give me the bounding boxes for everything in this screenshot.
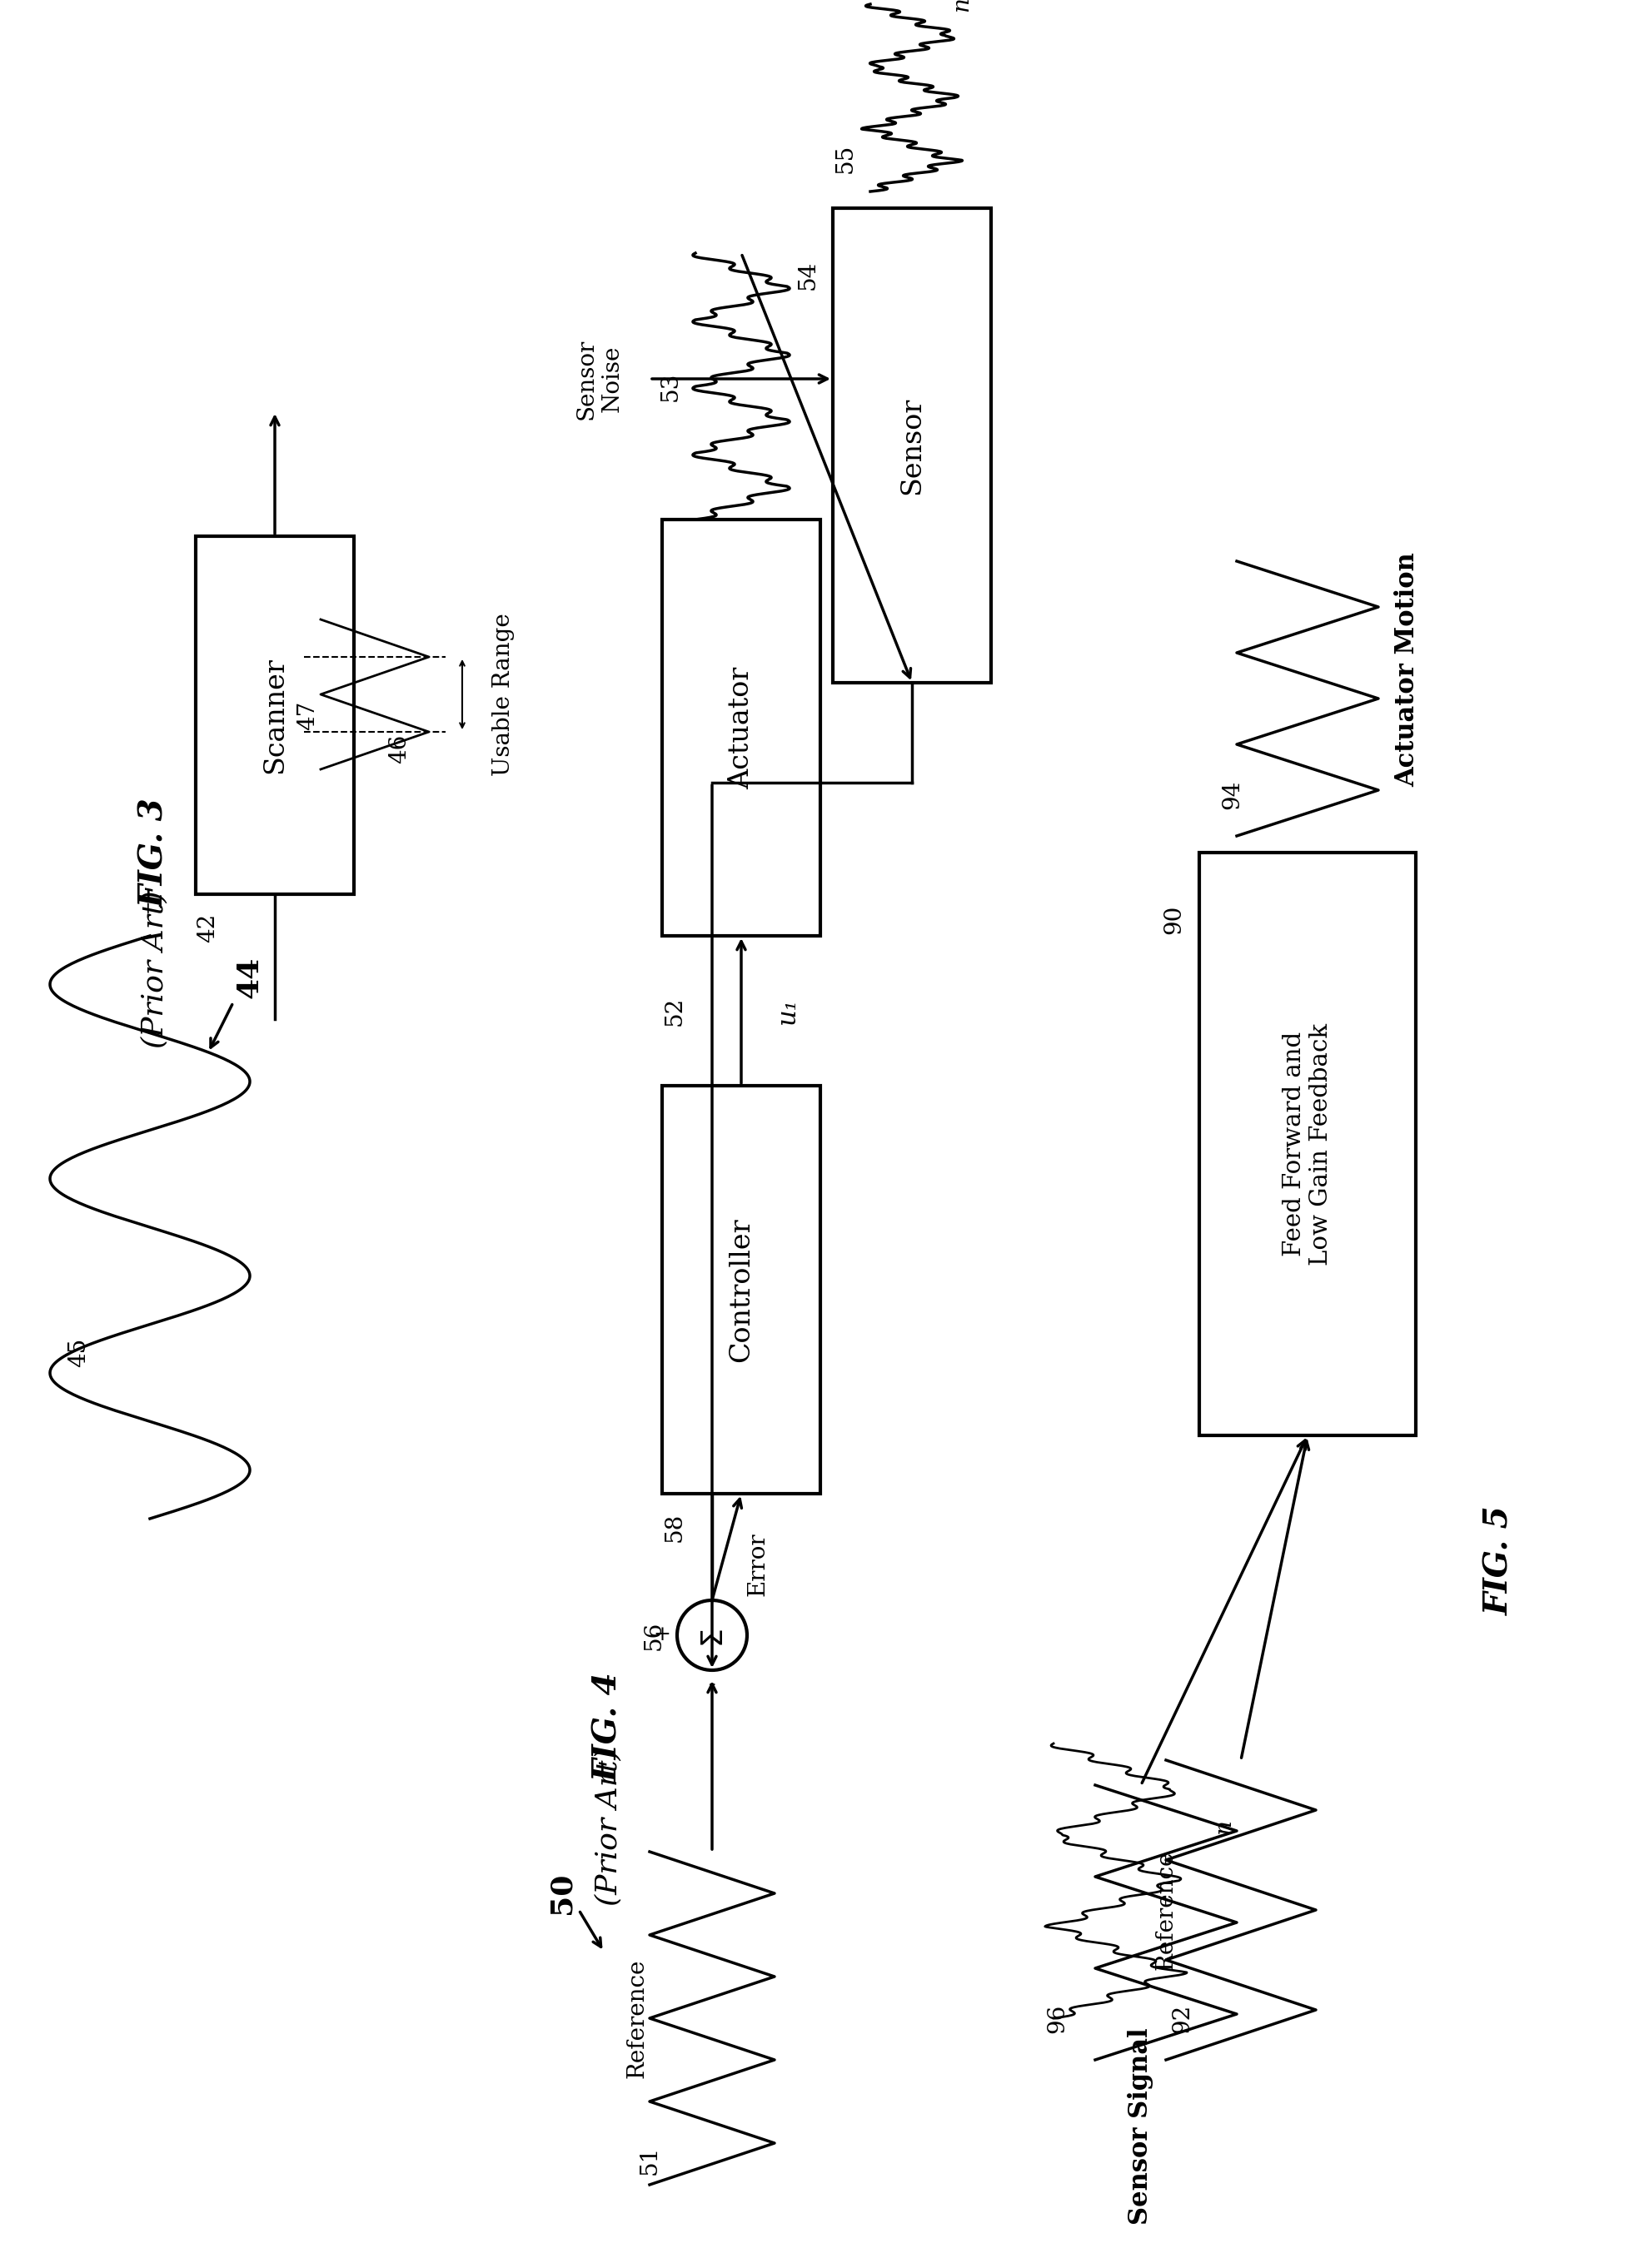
Text: 90: 90 (1163, 905, 1186, 934)
Text: Reference: Reference (625, 1960, 648, 2077)
Text: 42: 42 (196, 912, 219, 941)
Text: 96: 96 (1045, 2003, 1069, 2032)
Text: 46: 46 (388, 735, 411, 762)
Text: FIG. 5: FIG. 5 (1482, 1506, 1514, 1615)
Text: 56: 56 (641, 1622, 665, 1649)
Text: 92: 92 (1171, 2003, 1194, 2032)
Text: +: + (653, 1626, 671, 1644)
Bar (661, 1086, 820, 1495)
Bar (661, 519, 820, 937)
Text: 55: 55 (834, 143, 856, 172)
Text: Actuator Motion: Actuator Motion (1393, 551, 1420, 787)
Text: n: n (1212, 1819, 1235, 1835)
Text: 45: 45 (68, 1338, 91, 1368)
Text: 44: 44 (236, 957, 264, 998)
Text: Sensor Signal: Sensor Signal (1128, 2028, 1153, 2225)
Text: Error: Error (747, 1533, 768, 1597)
Text: 51: 51 (638, 2146, 661, 2175)
Bar (833, 209, 991, 683)
Text: 54: 54 (796, 261, 818, 290)
Text: FIG. 4: FIG. 4 (592, 1672, 623, 1783)
Text: Actuator: Actuator (727, 667, 754, 789)
Text: 53: 53 (660, 372, 681, 401)
Text: Reference: Reference (1154, 1851, 1177, 1969)
Text: 50: 50 (547, 1873, 576, 1914)
Text: n: n (950, 0, 973, 11)
Text: Σ: Σ (698, 1626, 726, 1644)
Text: FIG. 3: FIG. 3 (139, 798, 170, 907)
Bar (196, 535, 355, 894)
Text: (Prior Art): (Prior Art) (594, 1749, 622, 1905)
Text: (Prior Art): (Prior Art) (140, 891, 168, 1048)
Text: Feed Forward and
Low Gain Feedback: Feed Forward and Low Gain Feedback (1281, 1023, 1332, 1266)
Text: 47: 47 (297, 701, 320, 730)
Text: Scanner: Scanner (262, 658, 289, 773)
Text: Sensor
Noise: Sensor Noise (576, 338, 623, 420)
Text: u₁: u₁ (773, 998, 800, 1025)
Bar (1199, 853, 1415, 1436)
Text: Usable Range: Usable Range (493, 612, 514, 776)
Text: Sensor: Sensor (899, 397, 925, 494)
Text: 94: 94 (1220, 780, 1243, 810)
Text: Controller: Controller (727, 1218, 754, 1363)
Text: -: - (707, 1676, 716, 1694)
Text: 58: 58 (663, 1513, 686, 1542)
Text: 52: 52 (663, 996, 686, 1025)
